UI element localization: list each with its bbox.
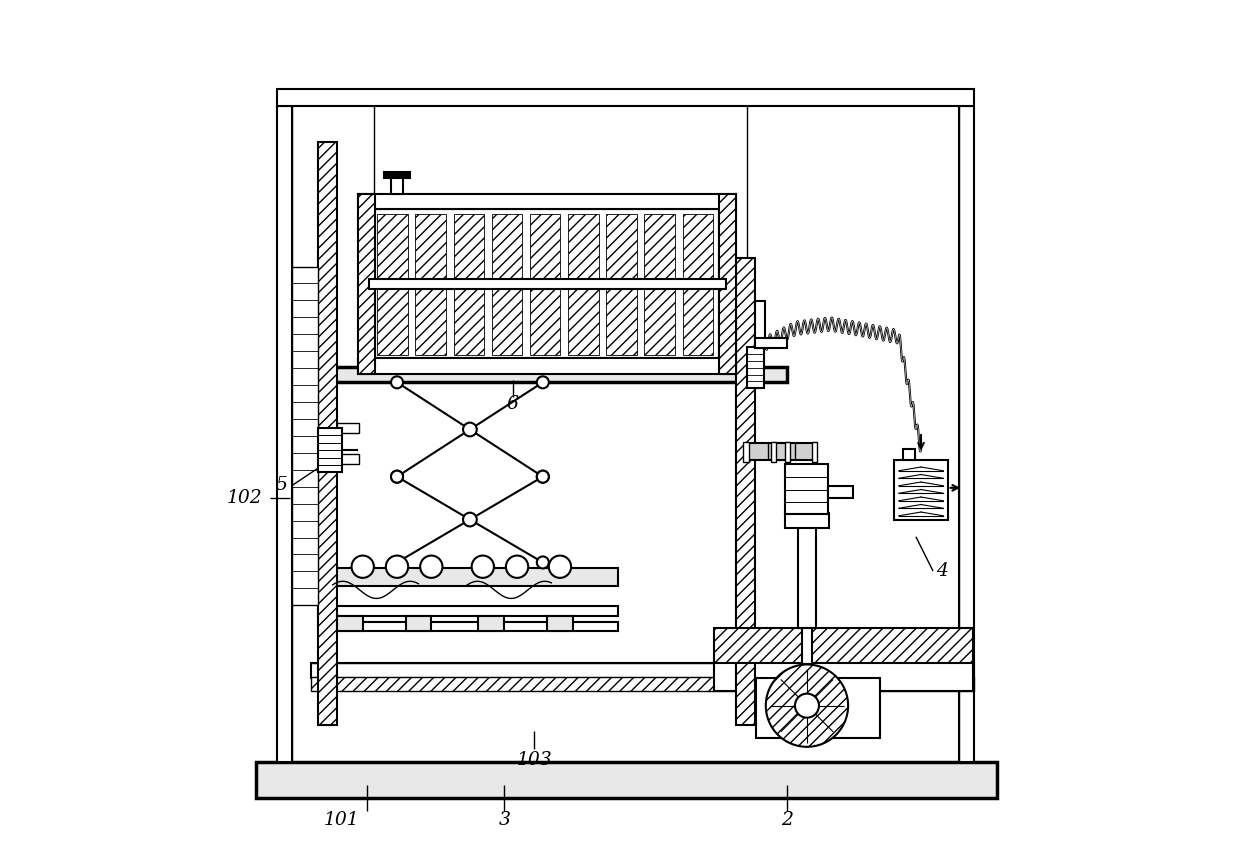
Bar bbox=[376, 209, 719, 358]
Bar bbox=[293, 266, 319, 606]
Circle shape bbox=[391, 376, 403, 388]
Bar bbox=[492, 214, 522, 280]
Circle shape bbox=[506, 556, 528, 578]
Bar bbox=[311, 663, 975, 679]
Bar bbox=[377, 289, 408, 355]
Text: 102: 102 bbox=[227, 489, 262, 507]
Text: 101: 101 bbox=[324, 811, 360, 829]
Bar bbox=[645, 289, 675, 355]
Bar bbox=[735, 258, 755, 725]
Bar bbox=[755, 301, 765, 348]
Circle shape bbox=[463, 513, 476, 527]
Bar bbox=[714, 629, 973, 663]
Bar bbox=[755, 679, 880, 738]
Bar bbox=[903, 449, 915, 460]
Circle shape bbox=[391, 471, 403, 483]
Circle shape bbox=[795, 694, 818, 717]
Bar bbox=[529, 214, 560, 280]
Circle shape bbox=[537, 471, 549, 483]
Bar bbox=[319, 143, 337, 725]
Circle shape bbox=[537, 471, 549, 483]
Bar bbox=[606, 214, 637, 280]
Bar bbox=[454, 214, 484, 280]
Bar bbox=[802, 629, 812, 665]
Bar bbox=[797, 526, 816, 629]
Circle shape bbox=[391, 471, 403, 483]
Circle shape bbox=[420, 556, 443, 578]
Bar bbox=[529, 289, 560, 355]
Bar bbox=[337, 617, 363, 631]
Bar bbox=[959, 107, 975, 762]
Bar bbox=[319, 428, 342, 472]
Bar bbox=[774, 443, 816, 460]
Bar bbox=[384, 172, 410, 178]
Bar bbox=[377, 214, 408, 280]
Bar bbox=[714, 661, 973, 691]
Text: 2: 2 bbox=[781, 811, 794, 829]
Bar bbox=[391, 176, 403, 193]
Bar bbox=[606, 289, 637, 355]
Bar bbox=[785, 513, 830, 528]
Bar bbox=[547, 617, 573, 631]
Bar bbox=[454, 289, 484, 355]
Bar bbox=[744, 442, 749, 462]
Bar bbox=[894, 460, 947, 520]
Bar bbox=[319, 569, 619, 586]
Text: 3: 3 bbox=[498, 811, 510, 829]
Bar bbox=[682, 289, 713, 355]
Bar bbox=[682, 214, 713, 280]
Bar bbox=[492, 289, 522, 355]
Text: 6: 6 bbox=[507, 395, 518, 413]
Bar bbox=[405, 617, 432, 631]
Text: 103: 103 bbox=[516, 751, 552, 769]
Bar bbox=[746, 443, 789, 460]
Circle shape bbox=[391, 557, 403, 569]
Bar bbox=[812, 442, 817, 462]
Bar bbox=[311, 367, 787, 382]
Bar bbox=[645, 214, 675, 280]
Bar bbox=[568, 214, 599, 280]
Bar bbox=[479, 617, 505, 631]
Circle shape bbox=[766, 665, 848, 746]
Bar bbox=[337, 423, 360, 433]
Bar bbox=[746, 347, 764, 388]
Bar bbox=[755, 338, 787, 348]
Circle shape bbox=[463, 423, 476, 436]
Bar bbox=[311, 678, 975, 691]
Bar bbox=[415, 289, 446, 355]
Bar bbox=[277, 89, 975, 107]
Bar bbox=[255, 762, 997, 798]
Bar bbox=[568, 289, 599, 355]
Bar bbox=[785, 442, 790, 462]
Circle shape bbox=[537, 557, 549, 569]
Bar bbox=[358, 193, 376, 374]
Circle shape bbox=[549, 556, 572, 578]
Bar bbox=[771, 442, 776, 462]
Circle shape bbox=[471, 556, 494, 578]
Bar bbox=[368, 278, 725, 289]
Bar bbox=[719, 193, 735, 374]
Bar bbox=[827, 486, 853, 498]
Text: 5: 5 bbox=[275, 476, 288, 494]
Bar bbox=[319, 623, 619, 631]
Bar bbox=[358, 193, 735, 209]
Bar bbox=[337, 454, 360, 464]
Bar bbox=[785, 464, 827, 514]
Circle shape bbox=[537, 376, 549, 388]
Circle shape bbox=[352, 556, 374, 578]
Text: 4: 4 bbox=[936, 562, 947, 580]
Bar bbox=[277, 107, 293, 762]
Bar bbox=[358, 358, 735, 374]
Bar bbox=[319, 606, 619, 617]
Circle shape bbox=[386, 556, 408, 578]
Bar bbox=[415, 214, 446, 280]
